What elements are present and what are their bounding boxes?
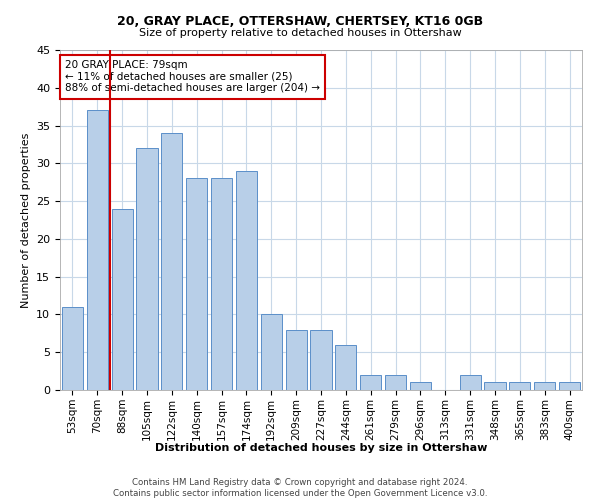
Bar bbox=[87, 110, 108, 390]
Bar bbox=[484, 382, 506, 390]
Bar bbox=[136, 148, 158, 390]
Bar bbox=[385, 375, 406, 390]
Bar bbox=[186, 178, 207, 390]
Bar bbox=[310, 330, 332, 390]
Bar bbox=[534, 382, 555, 390]
Bar bbox=[112, 208, 133, 390]
Bar bbox=[460, 375, 481, 390]
Bar bbox=[236, 171, 257, 390]
Bar bbox=[509, 382, 530, 390]
Text: Size of property relative to detached houses in Ottershaw: Size of property relative to detached ho… bbox=[139, 28, 461, 38]
Bar bbox=[261, 314, 282, 390]
Bar bbox=[410, 382, 431, 390]
X-axis label: Distribution of detached houses by size in Ottershaw: Distribution of detached houses by size … bbox=[155, 442, 487, 452]
Bar bbox=[286, 330, 307, 390]
Bar bbox=[360, 375, 381, 390]
Bar bbox=[161, 133, 182, 390]
Bar bbox=[62, 307, 83, 390]
Text: Contains HM Land Registry data © Crown copyright and database right 2024.
Contai: Contains HM Land Registry data © Crown c… bbox=[113, 478, 487, 498]
Bar bbox=[211, 178, 232, 390]
Bar bbox=[335, 344, 356, 390]
Text: 20, GRAY PLACE, OTTERSHAW, CHERTSEY, KT16 0GB: 20, GRAY PLACE, OTTERSHAW, CHERTSEY, KT1… bbox=[117, 15, 483, 28]
Bar bbox=[559, 382, 580, 390]
Y-axis label: Number of detached properties: Number of detached properties bbox=[20, 132, 31, 308]
Text: 20 GRAY PLACE: 79sqm
← 11% of detached houses are smaller (25)
88% of semi-detac: 20 GRAY PLACE: 79sqm ← 11% of detached h… bbox=[65, 60, 320, 94]
